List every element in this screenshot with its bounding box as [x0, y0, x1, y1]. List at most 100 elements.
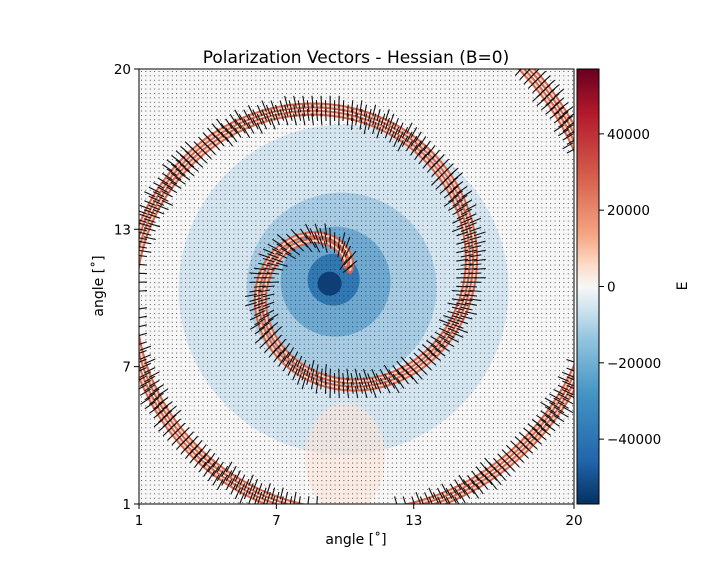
vector-dot	[268, 484, 270, 486]
vector-dot	[339, 361, 340, 363]
vector-dot	[334, 343, 336, 345]
vector-dot	[198, 431, 200, 433]
vector-dot	[180, 247, 182, 248]
vector-dot	[211, 71, 213, 72]
vector-dot	[374, 207, 376, 209]
vector-dot	[246, 207, 248, 209]
vector-dot	[251, 203, 252, 204]
vector-dot	[163, 370, 164, 372]
vector-dot	[330, 471, 332, 473]
vector-dot	[356, 431, 358, 433]
vector-mark	[252, 109, 259, 121]
vector-dot	[185, 370, 186, 372]
vector-mark	[258, 314, 270, 321]
vector-dot	[259, 383, 261, 385]
vector-dot	[268, 75, 270, 77]
vector-dot	[215, 220, 217, 222]
vector-dot	[317, 286, 318, 288]
vector-dot	[202, 123, 204, 125]
vector-dot	[251, 220, 252, 222]
vector-dot	[264, 145, 266, 147]
vector-dot	[299, 137, 301, 138]
vector-dot	[242, 335, 244, 336]
vector-mark	[166, 177, 178, 185]
vector-dot	[246, 502, 248, 504]
vector-dot	[189, 299, 191, 301]
vector-dot	[378, 101, 380, 103]
vector-dot	[334, 154, 336, 156]
vector-dot	[347, 176, 349, 178]
vector-dot	[374, 238, 376, 240]
vector-dot	[321, 277, 323, 279]
vector-dot	[339, 260, 340, 262]
vector-dot	[255, 436, 257, 438]
vector-dot	[378, 216, 380, 218]
vector-dot	[356, 189, 358, 191]
vector-dot	[312, 264, 314, 266]
vector-dot	[220, 233, 222, 235]
chart-title: Polarization Vectors - Hessian (B=0)	[203, 48, 509, 68]
vector-dot	[237, 172, 239, 174]
vector-dot	[211, 203, 213, 204]
vector-dot	[273, 453, 274, 455]
vector-dot	[246, 348, 248, 350]
vector-dot	[352, 326, 354, 328]
vector-dot	[242, 365, 244, 367]
vector-dot	[158, 233, 160, 235]
vector-dot	[343, 489, 345, 490]
vector-dot	[352, 335, 354, 336]
vector-dot	[220, 357, 222, 358]
vector-dot	[273, 462, 274, 464]
vector-mark	[140, 397, 151, 405]
vector-dot	[180, 317, 182, 319]
vector-dot	[259, 101, 261, 103]
vector-mark	[350, 117, 354, 130]
vector-dot	[330, 181, 332, 182]
vector-dot	[299, 396, 301, 398]
vector-dot	[374, 493, 376, 495]
vector-dot	[303, 211, 305, 213]
vector-dot	[158, 471, 160, 473]
vector-dot	[286, 335, 288, 336]
vector-dot	[167, 304, 169, 306]
vector-dot	[237, 352, 239, 354]
vector-dot	[237, 286, 239, 288]
vector-dot	[321, 220, 323, 222]
vector-dot	[224, 163, 226, 165]
vector-dot	[224, 198, 226, 200]
vector-dot	[312, 203, 314, 204]
vector-dot	[352, 216, 354, 218]
vector-dot	[369, 176, 371, 178]
vector-dot	[295, 185, 296, 187]
vector-dot	[158, 145, 160, 147]
vector-dot	[352, 348, 354, 350]
vector-dot	[158, 317, 160, 319]
vector-dot	[185, 475, 186, 477]
vector-dot	[343, 484, 345, 486]
vector-dot	[167, 374, 169, 376]
vector-dot	[242, 163, 244, 165]
vector-dot	[365, 335, 367, 336]
vector-dot	[268, 361, 270, 363]
vector-dot	[242, 216, 244, 218]
vector-dot	[343, 427, 345, 429]
vector-dot	[281, 321, 283, 323]
vector-mark	[184, 159, 195, 168]
vector-dot	[242, 88, 244, 90]
vector-dot	[215, 484, 217, 486]
vector-dot	[312, 480, 314, 482]
vector-dot	[365, 181, 367, 182]
vector-dot	[242, 225, 244, 226]
vector-dot	[317, 299, 318, 301]
vector-mark	[320, 113, 323, 126]
vector-dot	[180, 238, 182, 240]
vector-dot	[251, 97, 252, 99]
vector-dot	[369, 339, 371, 341]
vector-dot	[211, 357, 213, 358]
vector-dot	[321, 330, 323, 332]
vector-dot	[149, 317, 151, 319]
vector-dot	[308, 330, 310, 332]
vector-dot	[330, 436, 332, 438]
vector-dot	[167, 115, 169, 116]
vector-dot	[321, 348, 323, 350]
